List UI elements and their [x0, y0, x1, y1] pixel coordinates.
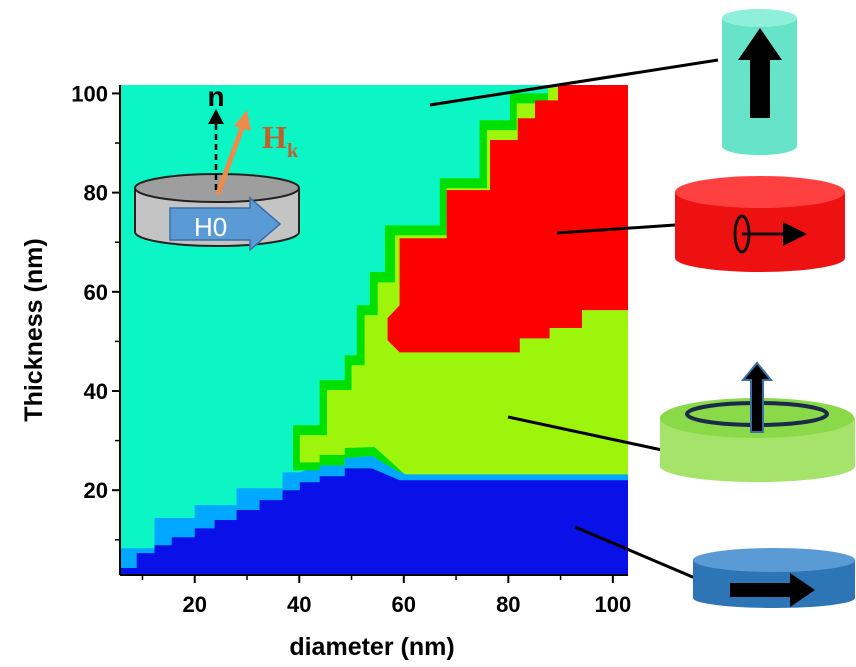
x-tick-label: 60	[392, 592, 416, 617]
icon-in-plane	[693, 548, 855, 608]
y-axis-label: Thickness (nm)	[20, 238, 48, 421]
y-tick-label: 80	[84, 181, 108, 206]
pointer-lines	[429, 58, 719, 580]
inset-disk	[134, 109, 300, 252]
icon-vertical	[722, 9, 797, 156]
annotation: k	[287, 140, 299, 162]
x-axis-label: diameter (nm)	[289, 633, 454, 661]
y-tick-label: 40	[84, 379, 108, 404]
annotation: H0	[194, 212, 227, 242]
annotation: n	[207, 81, 224, 112]
y-tick-label: 100	[71, 81, 108, 106]
y-tick-label: 60	[84, 280, 108, 305]
phase-region	[120, 468, 628, 575]
x-tick-label: 40	[287, 592, 311, 617]
y-tick-label: 20	[84, 478, 108, 503]
x-tick-label: 100	[594, 592, 631, 617]
x-tick-label: 20	[182, 592, 206, 617]
icon-vortex-axial	[675, 176, 845, 272]
phase-region	[387, 85, 628, 353]
annotation: H	[262, 119, 287, 155]
icon-vortex	[660, 361, 855, 483]
regions	[120, 85, 628, 575]
axes: 20 40 60 80 100 20 40 60 80 100	[71, 81, 631, 617]
x-tick-label: 80	[496, 592, 520, 617]
